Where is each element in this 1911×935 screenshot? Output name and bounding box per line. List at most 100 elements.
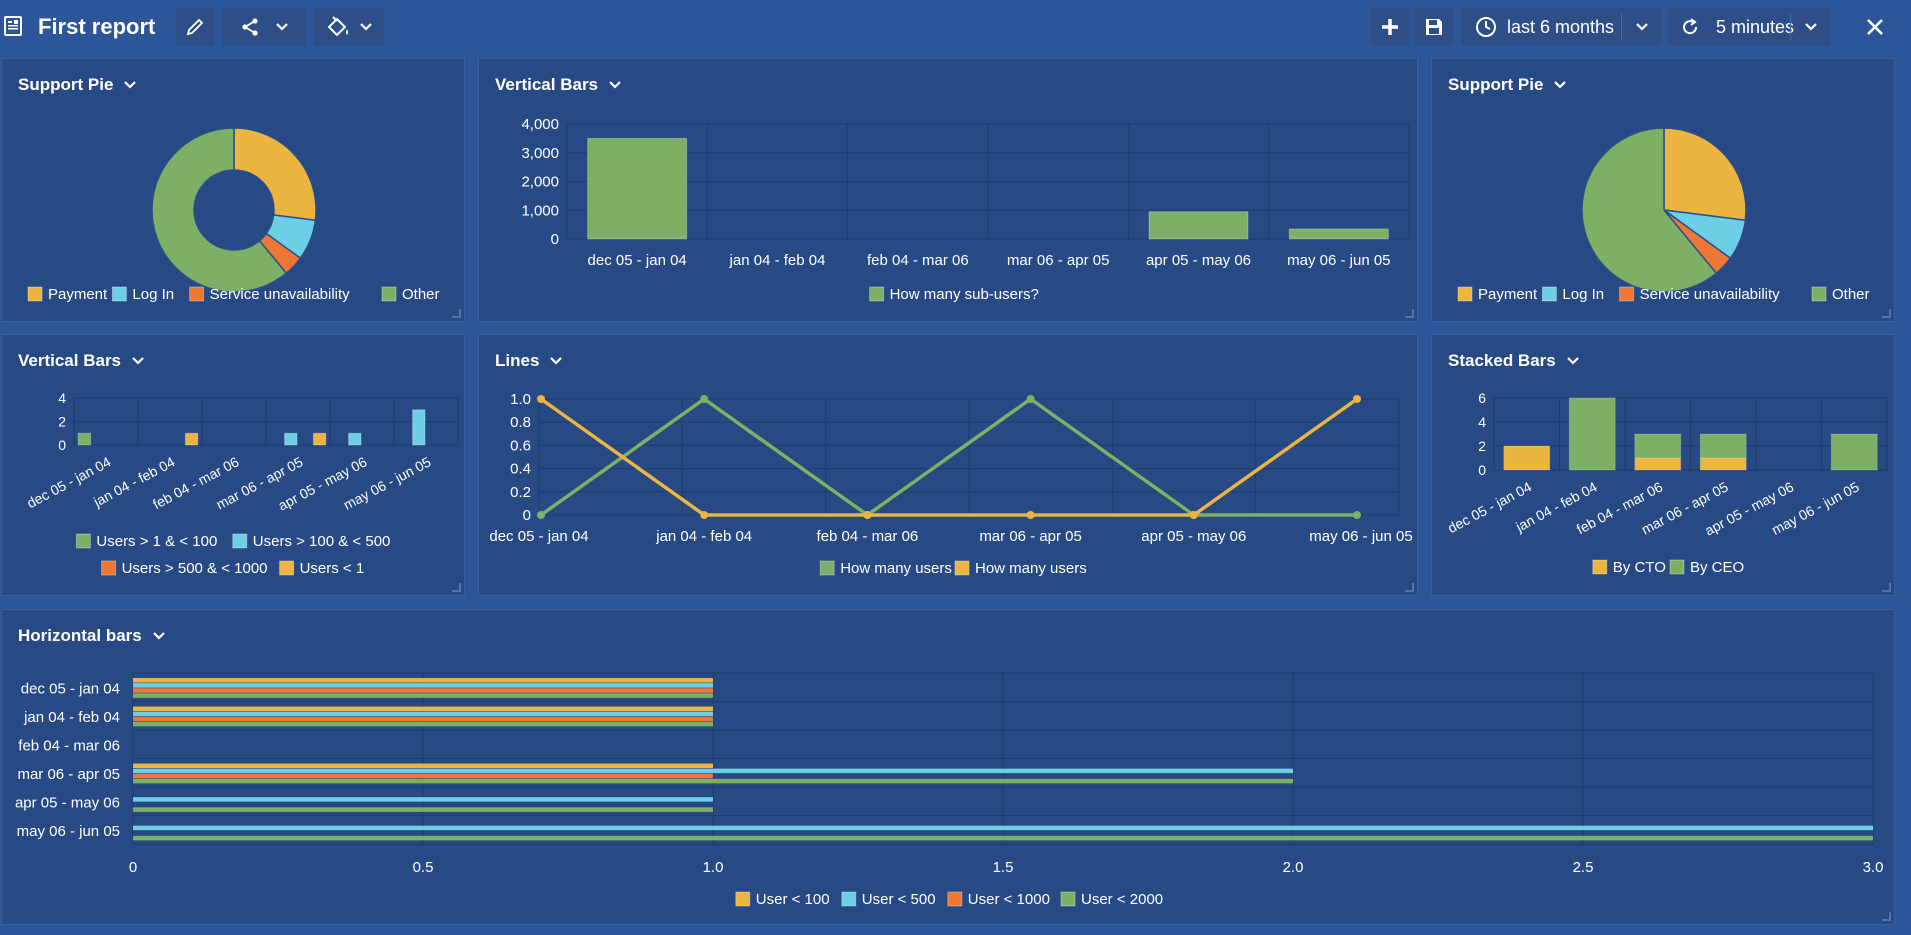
bar[interactable] xyxy=(1699,433,1747,459)
legend-label[interactable]: How many sub-users? xyxy=(890,286,1039,303)
data-point[interactable] xyxy=(1353,511,1361,519)
legend-label[interactable]: Payment xyxy=(48,286,108,303)
bar[interactable] xyxy=(133,721,713,727)
legend-swatch[interactable] xyxy=(279,560,295,576)
bar[interactable] xyxy=(1830,433,1878,471)
bar[interactable] xyxy=(133,711,713,717)
bar[interactable] xyxy=(77,432,92,446)
bar[interactable] xyxy=(133,678,713,683)
legend-label[interactable]: Log In xyxy=(1562,286,1604,303)
legend-label[interactable]: User < 500 xyxy=(862,891,936,908)
bar[interactable] xyxy=(133,835,1873,841)
resize-handle[interactable] xyxy=(1882,309,1891,318)
bar[interactable] xyxy=(133,825,1873,831)
legend-swatch[interactable] xyxy=(869,286,885,302)
bar[interactable] xyxy=(412,409,426,446)
edit-button[interactable] xyxy=(176,8,214,46)
legend-swatch[interactable] xyxy=(101,560,117,576)
bar[interactable] xyxy=(133,763,713,769)
panel-title[interactable]: Support Pie xyxy=(1448,75,1567,95)
legend-swatch[interactable] xyxy=(954,560,970,576)
data-point[interactable] xyxy=(1353,395,1361,403)
legend-label[interactable]: User < 1000 xyxy=(968,891,1050,908)
legend-label[interactable]: How many users xyxy=(840,560,952,577)
bar[interactable] xyxy=(133,807,713,812)
data-point[interactable] xyxy=(1026,395,1035,403)
close-button[interactable] xyxy=(1862,14,1888,40)
legend-swatch[interactable] xyxy=(819,560,835,576)
series-line[interactable] xyxy=(539,396,1357,518)
data-point[interactable] xyxy=(1026,511,1035,519)
bar[interactable] xyxy=(133,683,713,688)
data-point[interactable] xyxy=(700,395,709,403)
bar[interactable] xyxy=(284,432,298,446)
bar[interactable] xyxy=(1503,445,1551,471)
data-point[interactable] xyxy=(700,511,709,519)
bar[interactable] xyxy=(1634,457,1682,471)
data-point[interactable] xyxy=(863,511,872,519)
panel-title[interactable]: Lines xyxy=(495,351,563,371)
save-button[interactable] xyxy=(1415,8,1453,46)
pie-slice[interactable] xyxy=(233,127,317,222)
legend-swatch[interactable] xyxy=(735,891,751,907)
bar[interactable] xyxy=(133,768,1293,774)
legend-swatch[interactable] xyxy=(1541,286,1557,302)
resize-handle[interactable] xyxy=(1882,912,1891,921)
legend-swatch[interactable] xyxy=(1060,891,1076,907)
legend-label[interactable]: Service unavailability xyxy=(1640,286,1781,303)
bar[interactable] xyxy=(1699,457,1747,471)
legend-swatch[interactable] xyxy=(27,286,43,302)
data-point[interactable] xyxy=(1189,511,1198,519)
series-line[interactable] xyxy=(539,397,1359,517)
bar[interactable] xyxy=(587,137,688,240)
legend-swatch[interactable] xyxy=(1669,559,1685,575)
legend-swatch[interactable] xyxy=(1592,559,1608,575)
bar[interactable] xyxy=(348,432,362,446)
pie-slice[interactable] xyxy=(1663,127,1747,222)
bar[interactable] xyxy=(1634,433,1682,459)
legend-swatch[interactable] xyxy=(1457,286,1473,302)
legend-label[interactable]: Users > 500 & < 1000 xyxy=(122,560,268,577)
bar[interactable] xyxy=(133,688,713,693)
data-point[interactable] xyxy=(537,395,545,403)
legend-label[interactable]: Log In xyxy=(132,286,174,303)
share-button[interactable] xyxy=(222,8,306,46)
resize-handle[interactable] xyxy=(1882,583,1891,592)
bar[interactable] xyxy=(184,432,199,446)
bar[interactable] xyxy=(133,773,713,779)
bar[interactable] xyxy=(133,716,713,722)
legend-label[interactable]: How many users xyxy=(975,560,1087,577)
legend-label[interactable]: Service unavailability xyxy=(210,286,351,303)
theme-button[interactable] xyxy=(314,8,384,46)
resize-handle[interactable] xyxy=(1405,309,1414,318)
resize-handle[interactable] xyxy=(452,583,461,592)
bar[interactable] xyxy=(133,797,713,802)
panel-title[interactable]: Vertical Bars xyxy=(495,75,622,95)
legend-label[interactable]: Users > 100 & < 500 xyxy=(253,533,391,550)
legend-label[interactable]: Other xyxy=(1832,286,1870,303)
legend-label[interactable]: User < 2000 xyxy=(1081,891,1163,908)
bar[interactable] xyxy=(133,778,1293,784)
legend-swatch[interactable] xyxy=(381,286,397,302)
add-button[interactable] xyxy=(1371,8,1409,46)
legend-swatch[interactable] xyxy=(75,533,91,549)
data-point[interactable] xyxy=(537,511,545,519)
pie-slice[interactable] xyxy=(1581,127,1718,293)
legend-label[interactable]: By CEO xyxy=(1690,559,1744,576)
panel-title[interactable]: Horizontal bars xyxy=(18,626,166,646)
legend-swatch[interactable] xyxy=(1811,286,1827,302)
panel-title[interactable]: Stacked Bars xyxy=(1448,351,1580,371)
legend-label[interactable]: By CTO xyxy=(1613,559,1666,576)
resize-handle[interactable] xyxy=(1405,583,1414,592)
legend-swatch[interactable] xyxy=(947,891,963,907)
legend-label[interactable]: Users < 1 xyxy=(300,560,365,577)
legend-swatch[interactable] xyxy=(111,286,127,302)
legend-swatch[interactable] xyxy=(1619,286,1635,302)
legend-label[interactable]: Other xyxy=(402,286,440,303)
pie-slice[interactable] xyxy=(151,127,288,293)
resize-handle[interactable] xyxy=(452,309,461,318)
legend-swatch[interactable] xyxy=(189,286,205,302)
legend-swatch[interactable] xyxy=(841,891,857,907)
legend-label[interactable]: Payment xyxy=(1478,286,1538,303)
bar[interactable] xyxy=(1148,211,1249,240)
